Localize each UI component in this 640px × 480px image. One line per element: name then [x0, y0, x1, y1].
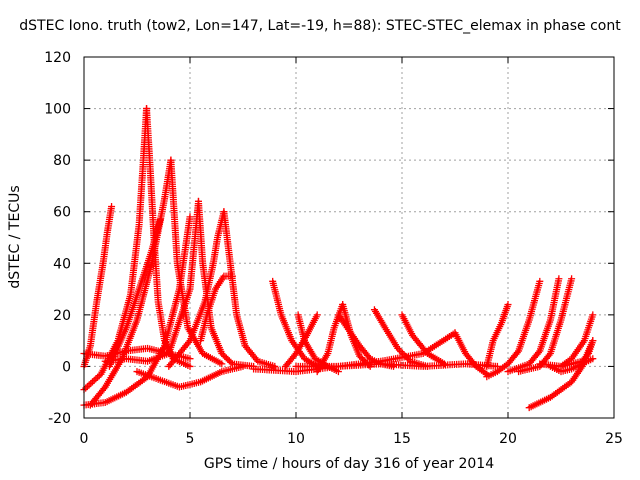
- data-series-0: [80, 203, 116, 370]
- data-point: [536, 277, 544, 285]
- data-series-7: [101, 197, 202, 365]
- data-point: [156, 215, 164, 223]
- data-point: [313, 311, 321, 319]
- chart-title: dSTEC Iono. truth (tow2, Lon=147, Lat=-1…: [19, 18, 621, 34]
- y-tick-label: 20: [53, 308, 71, 324]
- data-point: [534, 349, 542, 357]
- y-tick-label: 0: [62, 359, 71, 375]
- data-series-32: [557, 337, 597, 370]
- data-point: [100, 385, 108, 393]
- data-point: [395, 346, 403, 354]
- data-point: [397, 348, 405, 356]
- data-series-25: [483, 301, 512, 370]
- x-tick-label: 10: [287, 431, 305, 447]
- axis-ticks: 0 5 10 15 20 25 -20 0 20 40 60 80 100 120: [44, 50, 623, 447]
- data-point: [545, 351, 553, 359]
- data-point: [186, 355, 194, 363]
- data-series-10: [220, 208, 279, 370]
- y-tick-label: 60: [53, 205, 71, 221]
- data-point: [568, 275, 576, 283]
- data-series-28: [515, 275, 576, 376]
- data-point: [186, 213, 194, 221]
- data-point: [271, 362, 279, 370]
- data-series-27: [504, 275, 563, 376]
- x-tick-label: 15: [393, 431, 411, 447]
- data-point: [186, 362, 194, 370]
- y-axis-label: dSTEC / TECUs: [7, 185, 23, 289]
- y-tick-label: 120: [44, 50, 71, 66]
- data-point: [504, 301, 512, 309]
- y-tick-label: 80: [53, 153, 71, 169]
- data-point: [394, 344, 402, 352]
- data-series-5: [80, 213, 194, 409]
- x-tick-label: 20: [499, 431, 517, 447]
- x-tick-label: 25: [605, 431, 623, 447]
- x-tick-label: 5: [186, 431, 195, 447]
- y-tick-label: 40: [53, 256, 71, 272]
- data-point: [440, 360, 448, 368]
- x-tick-label: 0: [80, 431, 89, 447]
- plot-frame: [83, 56, 615, 419]
- data-series-26: [483, 277, 544, 381]
- data-point: [589, 337, 597, 345]
- data-point: [513, 349, 521, 357]
- data-markers: [80, 105, 597, 412]
- data-point: [218, 360, 226, 368]
- x-axis-label: GPS time / hours of day 316 of year 2014: [203, 456, 495, 472]
- y-tick-label: -20: [48, 411, 71, 427]
- data-point: [589, 311, 597, 319]
- data-series-24: [292, 360, 501, 370]
- data-point: [589, 355, 597, 363]
- data-series-11: [197, 272, 236, 345]
- data-point: [228, 272, 236, 280]
- data-series-13: [133, 362, 247, 391]
- data-point: [239, 362, 247, 370]
- data-point: [555, 275, 563, 283]
- y-tick-label: 100: [44, 102, 71, 118]
- data-point: [227, 358, 235, 366]
- data-series-23: [451, 329, 491, 378]
- data-point: [108, 203, 116, 211]
- data-point: [583, 351, 591, 359]
